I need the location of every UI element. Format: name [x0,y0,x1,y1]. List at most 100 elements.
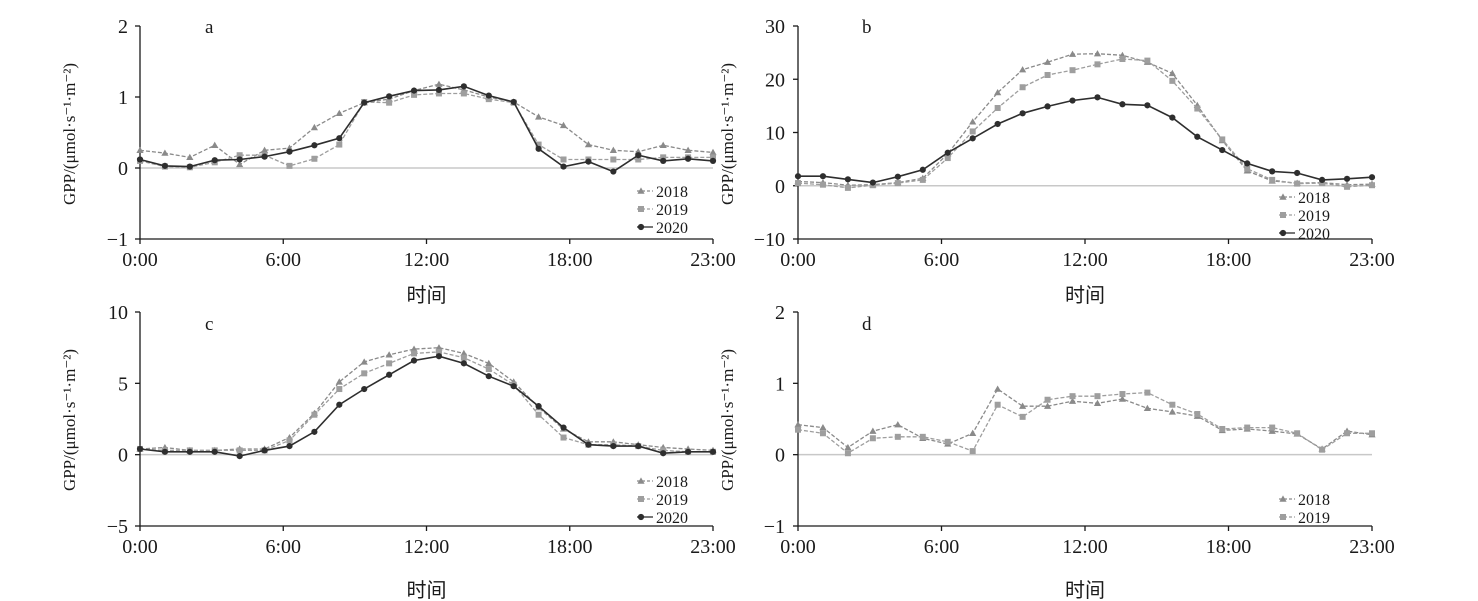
data-point-2019 [1219,425,1226,432]
y-tick-label: 1 [775,373,785,395]
data-point-2020 [560,424,567,431]
data-point-2020 [236,452,243,460]
data-point-2020 [610,168,617,175]
data-point-2020 [709,448,717,455]
x-tick-label: 0:00 [122,249,158,271]
series-2020 [136,83,717,175]
data-point-2020 [136,156,144,163]
data-point-2018 [1143,404,1151,411]
data-point-2020 [610,443,617,450]
data-point-2019 [1169,77,1176,84]
data-point-2019 [1319,446,1326,453]
legend-label: 2020 [656,510,688,527]
legend-marker-circle [637,223,645,231]
data-point-2020 [386,93,393,100]
data-point-2019 [1019,413,1026,420]
data-point-2019 [1094,61,1101,68]
data-point-2018 [1118,395,1127,402]
data-point-2019 [919,176,926,183]
y-axis-label: GPP/(μmol·s⁻¹·m⁻²) [718,63,737,205]
data-point-2019 [710,154,716,161]
data-point-2019 [1144,57,1151,64]
data-point-2019 [336,386,343,393]
legend-item-2019: 2019 [637,202,688,219]
data-point-2018 [1019,66,1027,73]
data-point-2020 [660,157,667,164]
series-line-2019 [797,391,1372,454]
data-point-2019 [485,366,492,373]
data-point-2018 [535,113,543,120]
data-point-2018 [969,429,977,436]
series-2020 [794,94,1376,186]
data-point-2019 [311,411,318,418]
data-point-2020 [211,157,218,164]
data-point-2019 [795,180,801,187]
data-point-2020 [336,401,343,408]
data-point-2019 [1194,105,1201,112]
data-point-2018 [994,385,1002,392]
data-point-2020 [261,153,268,160]
data-point-2018 [584,140,593,148]
data-point-2020 [709,157,717,164]
legend-label: 2019 [1298,510,1330,527]
data-point-2019 [1344,183,1351,190]
data-point-2020 [794,173,802,180]
data-point-2019 [336,141,343,148]
series-2019 [795,389,1375,457]
data-point-2019 [994,401,1001,408]
legend-label: 2020 [1298,226,1330,243]
data-point-2019 [969,448,976,455]
data-point-2019 [894,433,901,440]
data-point-2019 [311,155,318,162]
data-point-2020 [1119,101,1126,108]
x-tick-label: 0:00 [122,536,158,558]
data-point-2019 [1044,71,1051,78]
data-point-2018 [894,421,902,428]
data-point-2019 [435,90,442,97]
x-tick-label: 6:00 [265,536,301,558]
data-point-2020 [410,87,418,94]
legend-item-2019: 2019 [1279,208,1330,225]
data-point-2018 [410,345,418,352]
data-point-2020 [336,135,343,142]
data-point-2019 [1269,176,1276,183]
data-point-2020 [286,148,293,155]
data-point-2020 [894,173,901,180]
data-point-2019 [869,435,876,442]
x-tick-label: 18:00 [547,536,593,558]
data-point-2020 [186,448,193,455]
data-point-2019 [1069,67,1076,74]
y-tick-label: 0 [775,176,785,198]
x-tick-label: 23:00 [690,249,736,271]
series-2018 [794,385,1376,452]
legend-item-2018: 2018 [1279,190,1330,207]
y-tick-label: −1 [107,229,128,251]
legend-item-2020: 2020 [1279,226,1330,243]
legend-marker-circle [1279,229,1287,237]
data-point-2019 [844,450,851,457]
data-point-2020 [136,445,144,453]
data-point-2019 [1319,180,1326,187]
data-point-2020 [585,441,592,448]
data-point-2020 [1368,174,1376,181]
data-point-2019 [660,154,667,161]
data-point-2019 [1244,165,1251,172]
data-point-2018 [435,80,443,87]
legend-marker-triangle [1279,495,1287,502]
data-point-2020 [460,360,467,367]
data-point-2018 [1019,402,1027,409]
series-line-2018 [797,53,1373,186]
x-tick-label: 6:00 [265,249,301,271]
data-point-2020 [1318,176,1326,183]
legend-label: 2018 [656,474,688,491]
data-point-2019 [411,91,418,98]
x-tick-label: 12:00 [1062,249,1108,271]
panel-a: 2 1 0 −10:00 6:00 12:00 18:00 23:00 时间 GPP/(μmol·… [60,16,736,307]
data-point-2018 [994,88,1002,96]
x-tick-label: 23:00 [1349,249,1395,271]
data-point-2020 [535,403,542,410]
